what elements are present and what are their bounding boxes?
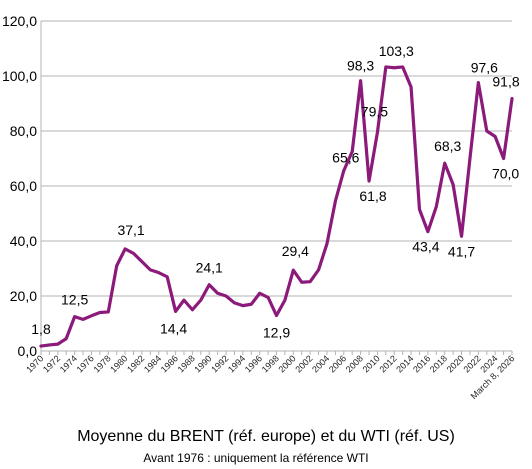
x-tick-label: 2020 <box>445 353 466 374</box>
x-tick-label: 2000 <box>277 353 298 374</box>
y-tick-label: 80,0 <box>10 123 37 139</box>
x-tick-label: 1988 <box>176 353 197 374</box>
x-tick-label: 2010 <box>361 353 382 374</box>
data-label: 1,8 <box>31 321 51 337</box>
data-labels: 1,8 12,5 37,1 14,4 24,1 12,9 29,4 65,6 98,3 61,8 7… <box>31 43 520 341</box>
x-tick-label: 2008 <box>344 353 365 374</box>
x-tick-label: 1996 <box>243 353 264 374</box>
data-label: 103,3 <box>379 43 414 59</box>
data-label: 14,4 <box>160 320 187 336</box>
data-label: 24,1 <box>196 260 223 276</box>
data-label: 12,9 <box>263 325 290 341</box>
data-label: 97,6 <box>471 60 498 76</box>
data-label: 79,5 <box>361 103 388 119</box>
plot-area <box>39 65 514 348</box>
x-tick-label: 1998 <box>260 353 281 374</box>
y-tick-label: 100,0 <box>2 68 37 84</box>
x-tick-label: 1974 <box>58 353 79 374</box>
x-tick-label: 2002 <box>293 353 314 374</box>
x-tick-label: 2012 <box>377 353 398 374</box>
chart-subtitle: Avant 1976 : uniquement la référence WTI <box>143 451 368 465</box>
x-tick-label: 1984 <box>142 353 163 374</box>
y-tick-label: 120,0 <box>2 13 37 29</box>
x-tick-label: 2018 <box>428 353 449 374</box>
series-line <box>39 65 514 348</box>
x-tick-label: 1992 <box>209 353 230 374</box>
x-tick-label: 1994 <box>226 353 247 374</box>
x-tick-label: 1982 <box>125 353 146 374</box>
x-tick-label: 1976 <box>75 353 96 374</box>
data-label: 41,7 <box>448 243 475 259</box>
y-tick-label: 0,0 <box>18 343 38 359</box>
data-label: 70,0 <box>492 166 519 182</box>
x-tick-label: 2016 <box>411 353 432 374</box>
x-tick-label: 2004 <box>310 353 331 374</box>
x-tick-label: 1986 <box>159 353 180 374</box>
x-tick-label: 1972 <box>41 353 62 374</box>
gridlines <box>41 20 512 352</box>
y-tick-label: 20,0 <box>10 288 37 304</box>
x-tick-label: 2022 <box>462 353 483 374</box>
data-label: 98,3 <box>347 58 374 74</box>
y-tick-label: 60,0 <box>10 178 37 194</box>
x-tick-label: 1990 <box>192 353 213 374</box>
data-label: 68,3 <box>434 138 461 154</box>
x-tick-label: 2006 <box>327 353 348 374</box>
chart-title: Moyenne du BRENT (réf. europe) et du WTI… <box>77 428 455 445</box>
data-label: 61,8 <box>359 188 386 204</box>
y-tick-label: 40,0 <box>10 233 37 249</box>
data-label: 29,4 <box>282 243 309 259</box>
y-axis: 0,0 20,0 40,0 60,0 80,0 100,0 120,0 <box>2 13 42 359</box>
x-axis: 1970197219741976197819801982198419861988… <box>24 351 516 401</box>
x-tick-label: 1978 <box>91 353 112 374</box>
data-label: 43,4 <box>412 239 439 255</box>
data-label: 12,5 <box>61 292 88 308</box>
x-tick-label: 1980 <box>108 353 129 374</box>
data-label: 65,6 <box>332 150 359 166</box>
data-label: 37,1 <box>117 222 144 238</box>
data-label: 91,8 <box>492 74 519 90</box>
x-tick-label: 2014 <box>394 353 415 374</box>
